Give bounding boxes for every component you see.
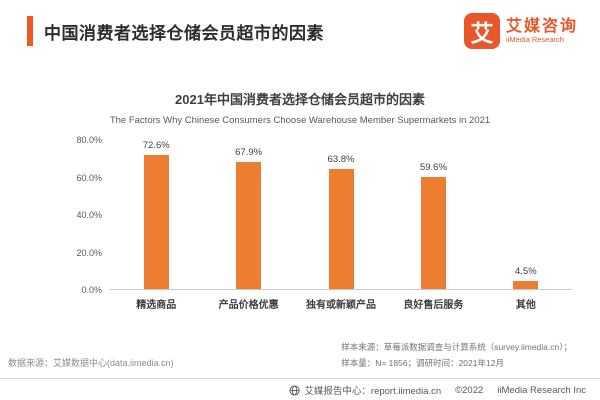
bar-value-label: 59.6% xyxy=(419,162,447,174)
bar-value-label: 72.6% xyxy=(142,140,170,151)
x-axis-labels: 精选商品 产品价格优惠 独有或新颖产品 良好售后服务 其他 xyxy=(110,296,572,311)
footer-copyright: ©2022 xyxy=(455,384,484,396)
logo-mark-icon: 艾 xyxy=(463,13,500,49)
source-notes: 数据来源：艾媒数据中心(data.iimedia.cn) 样本来源：草莓派数据调… xyxy=(8,339,572,371)
bar-5 xyxy=(513,280,539,289)
y-axis-tick-label: 40.0% xyxy=(76,210,102,220)
sample-notes: 样本来源：草莓派数据调查与计算系统（survey.iimedia.cn）； 样本… xyxy=(341,339,572,371)
category-label: 产品价格优惠 xyxy=(218,300,279,311)
company-logo: 艾 艾媒咨询 iiMedia Research xyxy=(463,13,578,49)
bar-1 xyxy=(143,155,169,289)
bar-column: 72.6% xyxy=(110,140,202,289)
logo-text: 艾媒咨询 iiMedia Research xyxy=(506,18,578,44)
category-label: 良好售后服务 xyxy=(403,300,464,311)
bar-3 xyxy=(328,169,354,289)
plot-area: 72.6% 67.9% 63.8% 59.6% 4.5% 0.0% 20.0% 40.0% 6… xyxy=(60,135,572,295)
category-label: 精选商品 xyxy=(136,300,177,311)
sample-source-note: 样本来源：草莓派数据调查与计算系统（survey.iimedia.cn）； xyxy=(341,342,572,352)
bar-column: 59.6% xyxy=(387,140,479,289)
globe-icon xyxy=(289,385,300,396)
footer-company: iiMedia Research Inc xyxy=(497,384,586,396)
y-axis-tick-label: 0.0% xyxy=(81,285,102,295)
bar-column: 4.5% xyxy=(480,140,572,289)
bar-value-label: 67.9% xyxy=(235,146,263,158)
bar-value-label: 4.5% xyxy=(515,265,537,277)
accent-bar xyxy=(27,16,33,46)
bar-value-label: 63.8% xyxy=(327,154,355,166)
y-axis-tick-label: 80.0% xyxy=(76,135,102,145)
footer-report-center: 艾媒报告中心：report.iimedia.cn xyxy=(304,386,442,398)
bar-4 xyxy=(420,177,446,289)
logo-name-en: iiMedia Research xyxy=(505,34,564,44)
category-label: 其他 xyxy=(515,300,536,311)
bar-chart: 72.6% 67.9% 63.8% 59.6% 4.5% 0.0% 20.0% 40.0% 6… xyxy=(60,135,572,311)
logo-name-cn: 艾媒咨询 xyxy=(505,18,578,36)
sample-size-note: 样本量：N= 1856；调研时间：2021年12月 xyxy=(341,358,504,369)
y-axis-tick-label: 20.0% xyxy=(76,247,102,258)
bar-column: 67.9% xyxy=(202,140,294,289)
chart-title: 2021年中国消费者选择仓储会员超市的因素 xyxy=(175,92,425,107)
page-title: 中国消费者选择仓储会员超市的因素 xyxy=(44,23,324,43)
category-label: 独有或新颖产品 xyxy=(306,300,377,311)
y-axis-tick-label: 60.0% xyxy=(76,172,102,183)
chart-subtitle: The Factors Why Chinese Consumers Choose… xyxy=(109,115,491,126)
data-source-note: 数据来源：艾媒数据中心(data.iimedia.cn) xyxy=(8,358,174,369)
bar-column: 63.8% xyxy=(295,140,387,289)
header: 中国消费者选择仓储会员超市的因素 艾 艾媒咨询 iiMedia Research xyxy=(0,0,600,49)
bars-container: 72.6% 67.9% 63.8% 59.6% 4.5% xyxy=(110,140,572,290)
bar-2 xyxy=(236,161,262,289)
footer: 艾媒报告中心：report.iimedia.cn ©2022 iiMedia R… xyxy=(0,378,600,397)
